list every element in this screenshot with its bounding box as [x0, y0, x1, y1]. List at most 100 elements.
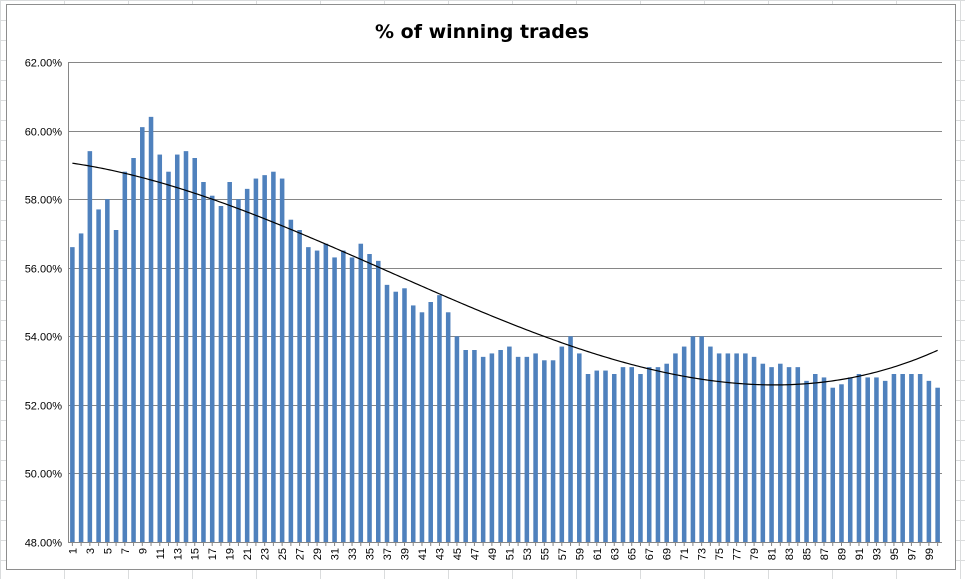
bar[interactable]	[620, 367, 626, 542]
bar[interactable]	[839, 384, 844, 542]
bar[interactable]	[926, 380, 932, 542]
bar[interactable]	[681, 346, 687, 542]
bar[interactable]	[550, 360, 556, 542]
bar[interactable]	[454, 336, 460, 542]
bar[interactable]	[489, 353, 495, 542]
bar[interactable]	[847, 377, 853, 542]
bar[interactable]	[437, 295, 442, 542]
bar[interactable]	[140, 127, 145, 542]
bar[interactable]	[192, 158, 197, 542]
bar[interactable]	[515, 356, 521, 542]
bar[interactable]	[646, 367, 652, 542]
bar[interactable]	[314, 250, 320, 542]
bar[interactable]	[78, 233, 84, 542]
bar[interactable]	[148, 116, 154, 543]
bar[interactable]	[716, 353, 722, 542]
bar[interactable]	[734, 353, 739, 542]
bar[interactable]	[751, 356, 757, 542]
bar[interactable]	[821, 377, 827, 542]
bar[interactable]	[341, 250, 346, 542]
bar[interactable]	[882, 380, 888, 542]
bar[interactable]	[262, 175, 267, 542]
bar[interactable]	[874, 377, 879, 542]
bar[interactable]	[533, 353, 538, 542]
bar[interactable]	[577, 353, 582, 542]
bar[interactable]	[253, 178, 259, 542]
bar[interactable]	[611, 374, 617, 542]
bar[interactable]	[778, 363, 783, 542]
bar[interactable]	[507, 346, 512, 542]
bar[interactable]	[113, 230, 119, 542]
bar[interactable]	[795, 367, 801, 542]
bar[interactable]	[332, 257, 337, 542]
bar[interactable]	[393, 291, 399, 542]
bar[interactable]	[384, 284, 390, 542]
bar[interactable]	[349, 257, 355, 542]
bar[interactable]	[917, 374, 923, 542]
bar[interactable]	[279, 178, 285, 542]
bar[interactable]	[209, 195, 215, 542]
bar[interactable]	[664, 363, 669, 542]
bar[interactable]	[236, 199, 241, 542]
bar[interactable]	[900, 374, 905, 542]
bar[interactable]	[708, 346, 713, 542]
bar[interactable]	[244, 188, 250, 543]
bar[interactable]	[813, 374, 818, 542]
bar[interactable]	[174, 154, 180, 542]
bar[interactable]	[463, 350, 468, 542]
bar[interactable]	[122, 171, 128, 542]
bar[interactable]	[96, 209, 101, 542]
bar[interactable]	[743, 353, 748, 542]
bar[interactable]	[87, 151, 93, 542]
bar[interactable]	[524, 356, 530, 542]
bar[interactable]	[306, 247, 311, 542]
bar[interactable]	[891, 374, 897, 542]
bar[interactable]	[760, 363, 766, 542]
bar[interactable]	[725, 353, 731, 542]
bar[interactable]	[804, 380, 809, 542]
bar[interactable]	[568, 336, 573, 542]
bar[interactable]	[297, 230, 302, 542]
bar[interactable]	[157, 154, 163, 542]
bar[interactable]	[830, 387, 836, 542]
bar[interactable]	[472, 350, 477, 542]
chart-area[interactable]: % of winning trades 48.00% 50.00% 52.00% 54…	[6, 4, 956, 570]
bar[interactable]	[376, 260, 381, 542]
bar[interactable]	[909, 374, 914, 542]
bar[interactable]	[428, 302, 433, 542]
bar[interactable]	[70, 247, 75, 542]
bar[interactable]	[358, 243, 364, 542]
bar[interactable]	[131, 158, 136, 542]
bar[interactable]	[542, 360, 547, 542]
bar[interactable]	[585, 374, 591, 542]
bar[interactable]	[402, 288, 407, 542]
bar[interactable]	[603, 370, 608, 542]
bar[interactable]	[105, 199, 110, 542]
bar[interactable]	[690, 336, 696, 542]
bar[interactable]	[498, 350, 503, 542]
bar[interactable]	[559, 346, 565, 542]
bar[interactable]	[865, 377, 870, 542]
bar[interactable]	[410, 305, 416, 542]
bar[interactable]	[480, 356, 486, 542]
bar[interactable]	[419, 312, 425, 542]
bar[interactable]	[638, 374, 643, 542]
bar[interactable]	[323, 243, 329, 542]
bar[interactable]	[271, 171, 276, 542]
bar[interactable]	[935, 387, 940, 542]
bar[interactable]	[218, 206, 224, 542]
bar[interactable]	[367, 254, 372, 542]
bar[interactable]	[227, 182, 232, 542]
bar[interactable]	[201, 182, 206, 542]
bar[interactable]	[629, 367, 634, 542]
bar[interactable]	[594, 370, 600, 542]
bar[interactable]	[166, 171, 171, 542]
bar[interactable]	[699, 336, 704, 542]
bar[interactable]	[769, 367, 774, 542]
bar[interactable]	[445, 312, 451, 542]
bar[interactable]	[655, 367, 661, 542]
bar[interactable]	[673, 353, 678, 542]
bar[interactable]	[856, 374, 862, 542]
bar[interactable]	[786, 367, 792, 542]
bar[interactable]	[288, 219, 294, 542]
